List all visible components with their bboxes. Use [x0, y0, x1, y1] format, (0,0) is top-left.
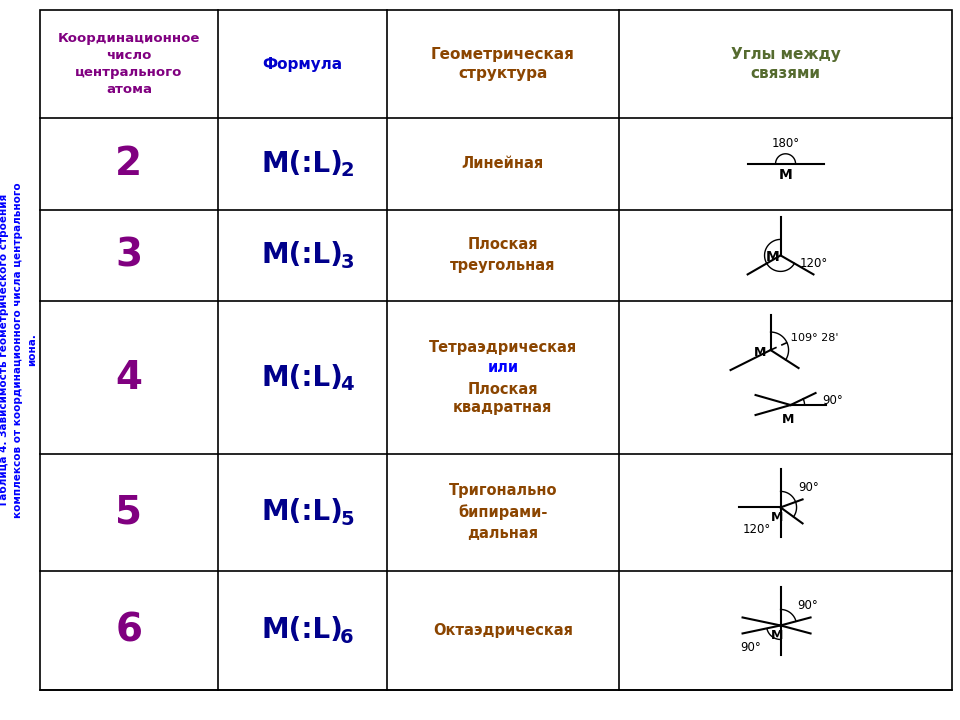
Text: 5: 5	[115, 493, 142, 531]
Text: M(:L): M(:L)	[261, 150, 343, 178]
Text: M: M	[779, 168, 792, 182]
Text: 109° 28': 109° 28'	[790, 333, 838, 343]
Text: или: или	[488, 360, 518, 375]
Text: 90°: 90°	[799, 481, 819, 494]
Text: 6: 6	[340, 628, 354, 647]
Text: Геометрическая
структура: Геометрическая структура	[431, 47, 575, 81]
Text: M: M	[755, 346, 767, 359]
Text: 2: 2	[115, 145, 142, 183]
Text: Плоская: Плоская	[468, 382, 539, 397]
Text: M(:L): M(:L)	[261, 498, 343, 526]
Text: Таблица 4. Зависимость геометрического строения
комплексов от координационного ч: Таблица 4. Зависимость геометрического с…	[0, 182, 37, 518]
Text: M(:L): M(:L)	[261, 241, 343, 269]
Text: M(:L): M(:L)	[261, 364, 343, 392]
Text: квадратная: квадратная	[453, 400, 553, 415]
Text: 90°: 90°	[798, 599, 818, 612]
Text: 4: 4	[340, 375, 354, 394]
Text: 3: 3	[340, 253, 353, 272]
Text: 4: 4	[115, 359, 142, 397]
Text: 120°: 120°	[800, 257, 828, 270]
Text: 90°: 90°	[823, 394, 843, 407]
Text: M: M	[766, 251, 780, 264]
Text: Углы между
связями: Углы между связями	[731, 47, 841, 81]
Text: M(:L): M(:L)	[261, 616, 343, 644]
Text: Плоская
треугольная: Плоская треугольная	[450, 238, 556, 274]
Text: M: M	[782, 413, 795, 426]
Text: Октаэдрическая: Октаэдрическая	[433, 623, 573, 638]
Text: Координационное
число
центрального
атома: Координационное число центрального атома	[58, 32, 200, 96]
Text: 3: 3	[115, 236, 142, 274]
Text: 6: 6	[115, 611, 142, 649]
Text: Формула: Формула	[262, 56, 343, 71]
Text: M: M	[772, 511, 783, 524]
Text: 2: 2	[340, 161, 354, 180]
Text: 5: 5	[340, 510, 354, 529]
Text: 180°: 180°	[772, 137, 800, 150]
Text: Линейная: Линейная	[462, 156, 544, 171]
Text: 120°: 120°	[743, 523, 771, 536]
Text: Тетраэдрическая: Тетраэдрическая	[429, 340, 577, 355]
Text: M: M	[772, 629, 783, 642]
Text: 90°: 90°	[740, 641, 761, 654]
Text: Тригонально
бипирами-
дальная: Тригонально бипирами- дальная	[448, 483, 557, 541]
